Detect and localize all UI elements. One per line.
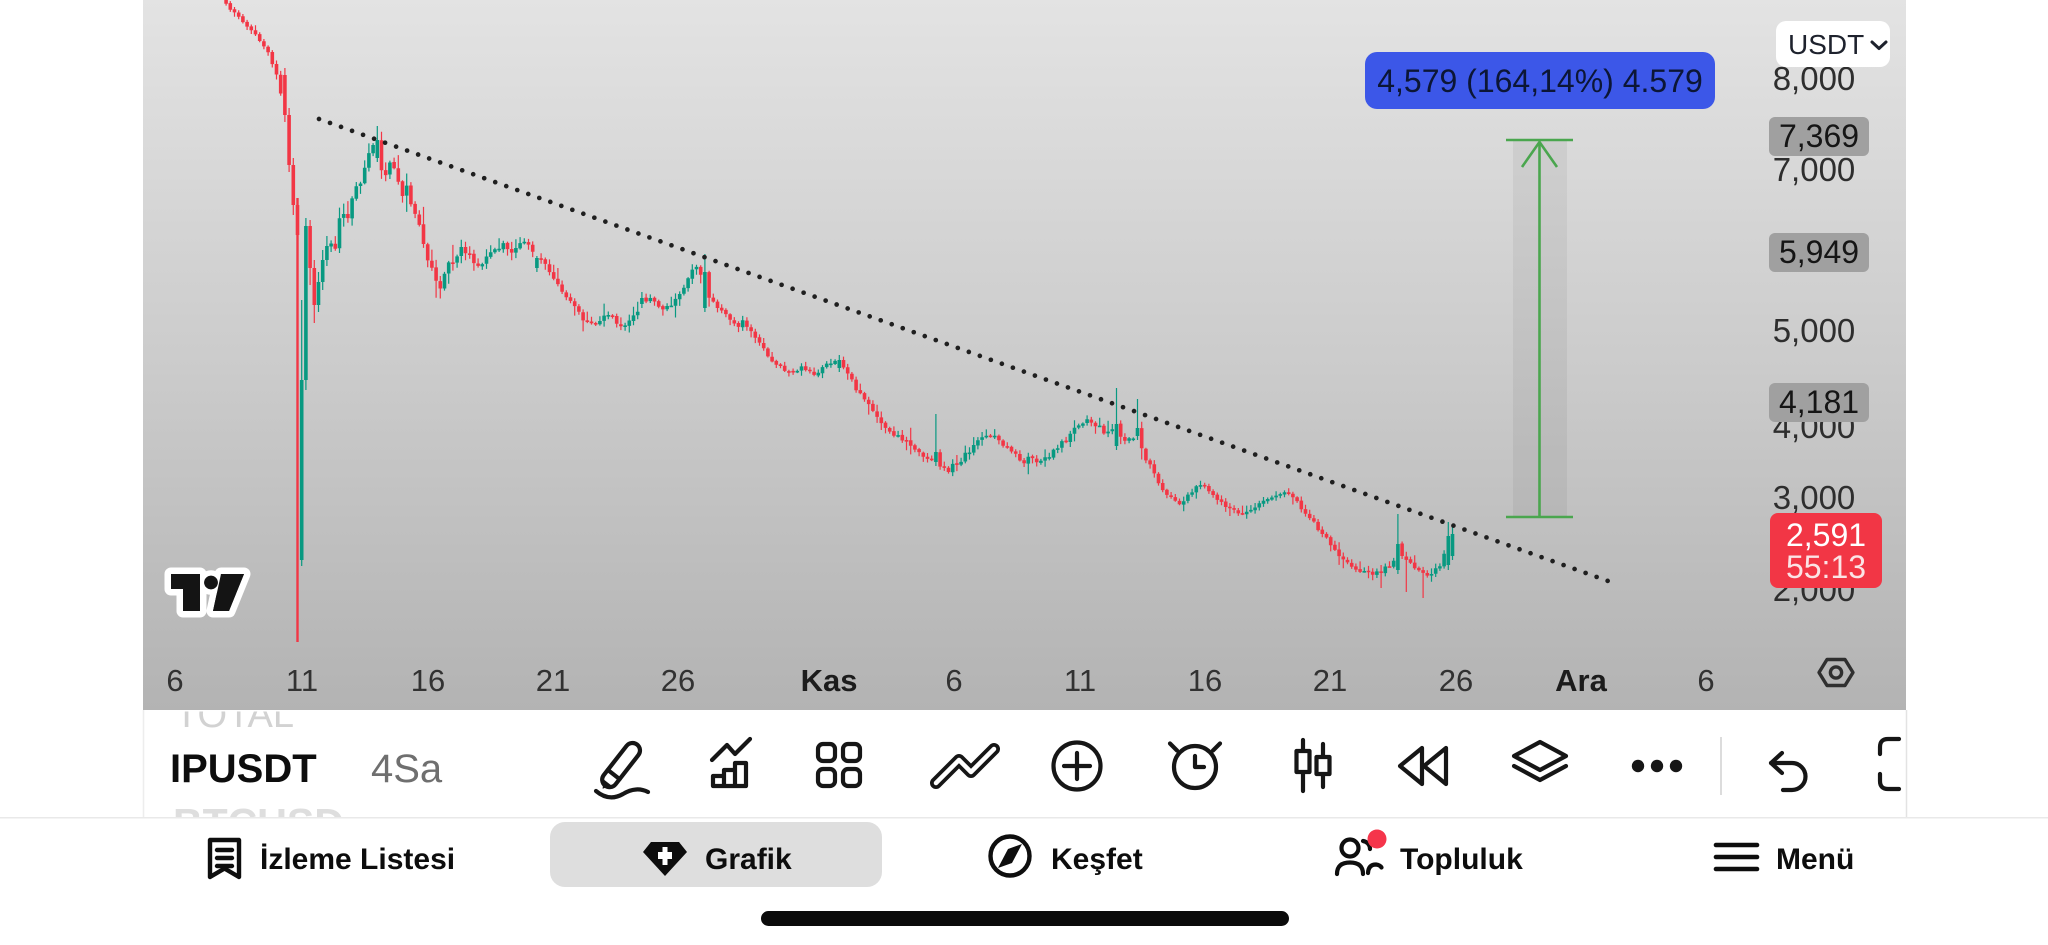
svg-text:IPUSDT: IPUSDT — [170, 747, 317, 791]
svg-text:5,000: 5,000 — [1773, 312, 1856, 349]
svg-text:16: 16 — [1188, 663, 1222, 698]
svg-text:USDT: USDT — [1788, 29, 1864, 60]
svg-text:3,000: 3,000 — [1773, 479, 1856, 516]
svg-text:Kas: Kas — [801, 663, 858, 698]
svg-text:Grafik: Grafik — [705, 843, 792, 876]
svg-text:5,949: 5,949 — [1779, 234, 1859, 270]
svg-text:26: 26 — [1439, 663, 1473, 698]
svg-text:Keşfet: Keşfet — [1051, 843, 1143, 876]
svg-text:16: 16 — [411, 663, 445, 698]
svg-text:6: 6 — [1697, 663, 1714, 698]
svg-text:4,181: 4,181 — [1779, 384, 1859, 420]
svg-text:6: 6 — [945, 663, 962, 698]
svg-text:4,579 (164,14%) 4.579: 4,579 (164,14%) 4.579 — [1377, 63, 1703, 99]
svg-text:11: 11 — [286, 663, 318, 698]
svg-text:11: 11 — [1064, 663, 1096, 698]
svg-text:21: 21 — [536, 663, 570, 698]
svg-text:2,591: 2,591 — [1786, 517, 1866, 553]
svg-text:7,369: 7,369 — [1779, 118, 1859, 154]
svg-text:55:13: 55:13 — [1786, 549, 1866, 585]
svg-text:6: 6 — [166, 663, 183, 698]
svg-text:7,000: 7,000 — [1773, 151, 1856, 188]
svg-text:Topluluk: Topluluk — [1400, 843, 1523, 876]
svg-text:21: 21 — [1313, 663, 1347, 698]
svg-text:26: 26 — [661, 663, 695, 698]
svg-text:4Sa: 4Sa — [371, 747, 443, 791]
svg-text:Ara: Ara — [1555, 663, 1607, 698]
svg-text:İzleme Listesi: İzleme Listesi — [260, 843, 455, 876]
svg-text:Menü: Menü — [1776, 843, 1854, 876]
